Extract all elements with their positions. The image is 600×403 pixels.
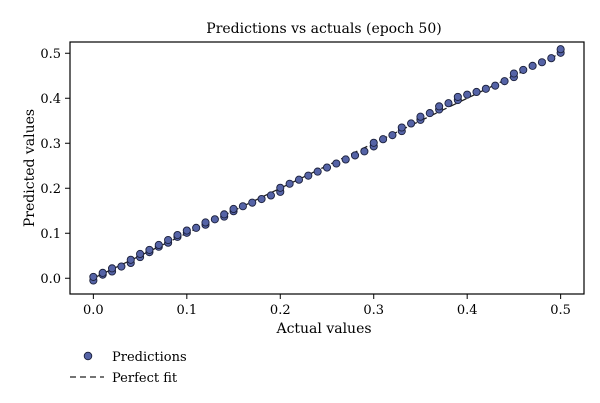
prediction-point: [537, 58, 546, 67]
prediction-point: [285, 179, 294, 188]
x-tick-label: 0.1: [176, 303, 197, 318]
prediction-point: [210, 215, 219, 224]
y-tick-label: 0.3: [40, 137, 61, 152]
prediction-point: [192, 223, 201, 232]
x-tick-label: 0.4: [457, 303, 478, 318]
plot-frame: [69, 41, 585, 295]
legend-predictions-label: Predictions: [112, 350, 187, 365]
prediction-point: [201, 218, 210, 227]
prediction-point: [556, 45, 565, 54]
prediction-point: [519, 65, 528, 74]
prediction-point: [313, 167, 322, 176]
prediction-point: [98, 268, 107, 277]
prediction-point: [379, 135, 388, 144]
prediction-point: [276, 183, 285, 192]
prediction-point: [491, 81, 500, 90]
prediction-point: [294, 175, 304, 184]
predictions-series: [89, 45, 565, 285]
legend-perfect-fit-label: Perfect fit: [112, 371, 178, 386]
prediction-point: [463, 90, 472, 99]
x-axis-label: Actual values: [275, 321, 371, 337]
prediction-point: [154, 240, 163, 249]
prediction-point: [126, 255, 135, 264]
prediction-point: [435, 102, 444, 111]
prediction-point: [397, 123, 406, 132]
prediction-point: [528, 61, 537, 70]
prediction-point: [164, 235, 173, 245]
prediction-point: [388, 131, 397, 140]
prediction-point: [136, 249, 145, 258]
prediction-point: [509, 69, 518, 78]
x-tick-label: 0.3: [363, 303, 384, 318]
y-tick-label: 0.1: [40, 227, 61, 242]
prediction-point: [481, 84, 490, 93]
plot-area: [89, 45, 565, 285]
prediction-point: [360, 147, 369, 156]
prediction-point: [407, 119, 416, 128]
x-tick-label: 0.5: [550, 303, 571, 318]
y-axis-label: Predicted values: [22, 109, 38, 227]
x-tick-label: 0.0: [83, 303, 104, 318]
prediction-point: [369, 138, 378, 147]
legend: Predictions Perfect fit: [70, 350, 187, 386]
prediction-point: [453, 92, 462, 101]
prediction-point: [108, 264, 117, 273]
prediction-point: [238, 202, 247, 211]
legend-predictions-marker: [83, 351, 93, 361]
prediction-point: [89, 272, 98, 281]
prediction-point: [322, 163, 332, 172]
prediction-point: [332, 159, 341, 168]
chart-title: Predictions vs actuals (epoch 50): [206, 21, 441, 37]
prediction-point: [416, 112, 425, 121]
y-tick-label: 0.4: [40, 92, 61, 107]
prediction-point: [229, 204, 238, 213]
y-tick-label: 0.0: [40, 272, 61, 287]
prediction-point: [257, 194, 266, 204]
prediction-point: [304, 171, 313, 180]
prediction-point: [145, 245, 154, 254]
prediction-point: [500, 77, 509, 86]
x-tick-label: 0.2: [270, 303, 291, 318]
prediction-point: [220, 210, 229, 219]
prediction-point: [266, 191, 275, 200]
prediction-point: [547, 54, 556, 63]
prediction-point: [444, 99, 453, 108]
prediction-point: [350, 151, 360, 160]
prediction-point: [425, 109, 434, 118]
y-tick-label: 0.2: [40, 182, 61, 197]
prediction-point: [248, 198, 257, 207]
y-axis: 0.0 0.1 0.2 0.3 0.4 0.5: [40, 47, 70, 287]
prediction-point: [182, 226, 191, 235]
prediction-point: [472, 87, 481, 96]
prediction-point: [341, 155, 350, 164]
y-tick-label: 0.5: [40, 47, 61, 62]
prediction-point: [173, 230, 182, 240]
prediction-point: [117, 262, 126, 271]
x-axis: 0.0 0.1 0.2 0.3 0.4 0.5: [83, 294, 571, 318]
